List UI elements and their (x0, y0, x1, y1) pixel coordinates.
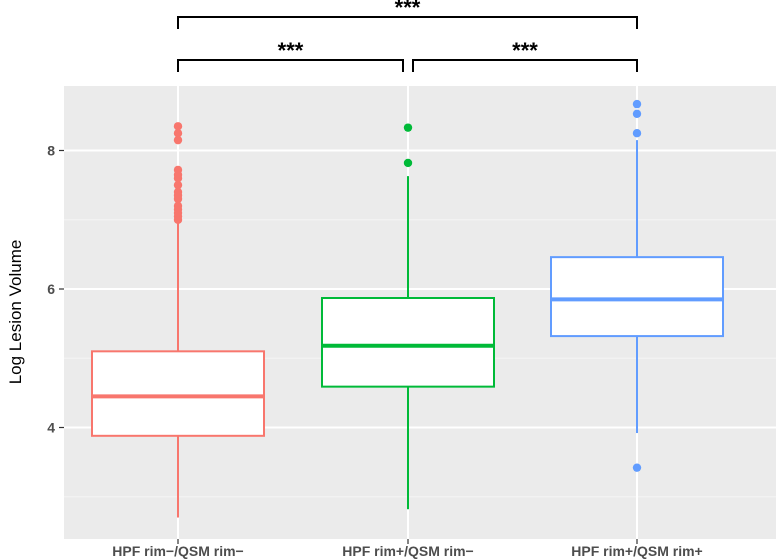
outlier-point (173, 128, 183, 138)
outlier-point (632, 109, 642, 118)
outlier-point (173, 135, 183, 145)
significance-brackets: *** *** *** (177, 0, 638, 72)
outlier-point (403, 123, 413, 132)
bracket-line (412, 59, 638, 72)
significance-label: *** (278, 38, 304, 63)
x-axis: HPF rim−/QSM rim− HPF rim+/QSM rim− HPF ri… (112, 539, 703, 559)
significance-label: *** (395, 0, 421, 20)
y-tick-label: 4 (47, 420, 55, 436)
significance-bracket: *** (412, 38, 638, 72)
y-axis-title: Log Lesion Volume (6, 240, 25, 385)
x-tick-label: HPF rim+/QSM rim+ (571, 543, 702, 559)
outlier-point (173, 165, 183, 175)
box (321, 297, 495, 388)
box-group (321, 123, 495, 510)
outlier-point (403, 158, 413, 168)
outlier-point (632, 463, 642, 472)
boxes (91, 99, 724, 518)
box (91, 350, 265, 437)
box-group (91, 122, 265, 518)
outlier-point (632, 99, 642, 109)
y-axis: 4 6 8 (47, 143, 64, 436)
y-tick-label: 8 (47, 143, 55, 159)
outlier-point (632, 128, 642, 138)
box-group (550, 99, 724, 472)
significance-label: *** (512, 38, 538, 63)
y-tick-label: 6 (47, 281, 55, 297)
box (550, 256, 724, 338)
significance-bracket: *** (177, 38, 404, 72)
outlier-point (173, 122, 183, 131)
outlier-point (173, 180, 183, 190)
outlier-point (173, 187, 183, 197)
outlier-point (173, 201, 183, 211)
significance-bracket: *** (177, 0, 638, 29)
bracket-line (177, 59, 404, 72)
x-tick-label: HPF rim+/QSM rim− (342, 543, 473, 559)
x-tick-label: HPF rim−/QSM rim− (112, 543, 243, 559)
bracket-line (177, 16, 638, 29)
